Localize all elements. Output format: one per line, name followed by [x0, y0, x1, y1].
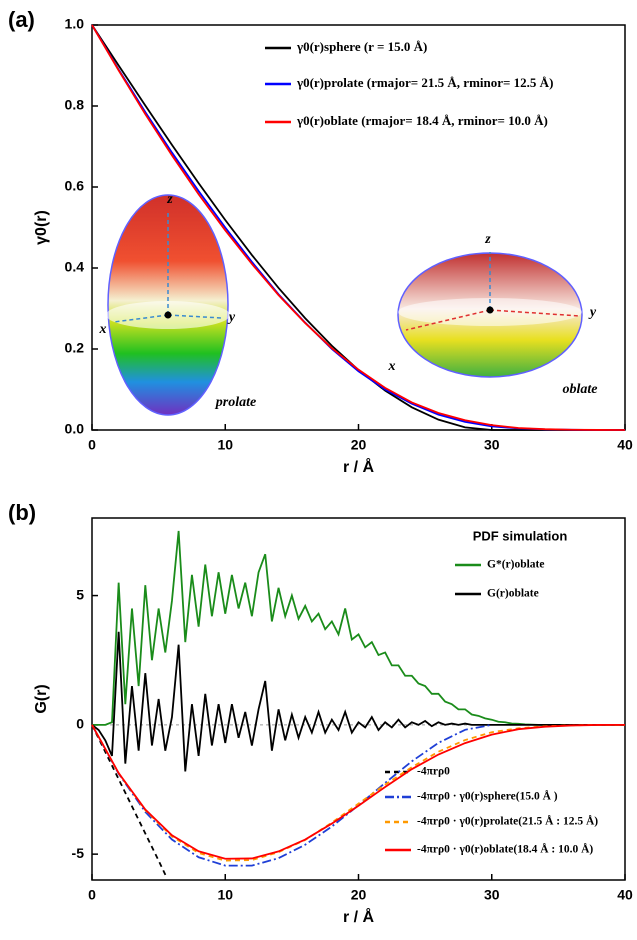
x-tick-label: 40	[617, 437, 633, 453]
annotation: oblate	[563, 382, 598, 397]
annotation: z	[484, 232, 491, 247]
y-tick-label: 0	[76, 716, 84, 732]
annotation: x	[388, 359, 396, 374]
y-tick-label: 1.0	[65, 16, 85, 32]
legend-label: γ0(r)sphere (r = 15.0 Å)	[296, 39, 427, 54]
legend-label: -4πrρ0 · γ0(r)prolate(21.5 Å : 12.5 Å)	[417, 814, 598, 828]
legend-label: -4πrρ0 · γ0(r)sphere(15.0 Å )	[417, 789, 558, 803]
x-tick-label: 30	[484, 437, 500, 453]
panel-label: (a)	[8, 7, 35, 32]
x-tick-label: 20	[351, 437, 367, 453]
series-line	[91, 631, 625, 772]
series-line	[91, 723, 626, 860]
x-tick-label: 30	[484, 887, 500, 903]
annotation: z	[166, 192, 173, 207]
legend-label: γ0(r)prolate (rmajor= 21.5 Å, rminor= 12…	[296, 75, 553, 90]
x-tick-label: 40	[617, 887, 633, 903]
y-tick-label: 0.4	[65, 259, 85, 275]
y-tick-label: -5	[72, 845, 85, 861]
legend-label: γ0(r)oblate (rmajor= 18.4 Å, rminor= 10.…	[296, 113, 548, 128]
series-line	[91, 724, 168, 878]
x-tick-label: 10	[217, 887, 233, 903]
series-line	[92, 530, 625, 726]
y-axis-label: γ0(r)	[33, 210, 50, 245]
series-line	[91, 24, 626, 431]
x-tick-label: 20	[351, 887, 367, 903]
oblate-inset	[397, 252, 583, 378]
y-tick-label: 0.0	[65, 421, 85, 437]
legend-title: PDF simulation	[473, 528, 568, 543]
y-tick-label: 0.6	[65, 178, 85, 194]
annotation: prolate	[215, 395, 256, 410]
y-axis-label: G(r)	[33, 684, 50, 713]
series-line	[91, 723, 492, 867]
x-axis-label: r / Å	[343, 907, 375, 926]
prolate-inset	[106, 194, 230, 416]
x-tick-label: 0	[88, 437, 96, 453]
y-tick-label: 0.2	[65, 340, 85, 356]
x-tick-label: 10	[217, 437, 233, 453]
legend-label: -4πrρ0 · γ0(r)oblate(18.4 Å : 10.0 Å)	[417, 842, 593, 856]
y-tick-label: 0.8	[65, 97, 85, 113]
x-tick-label: 0	[88, 887, 96, 903]
annotation: x	[99, 322, 107, 337]
x-axis-label: r / Å	[343, 457, 375, 476]
legend-label: G(r)oblate	[487, 588, 539, 600]
legend-label: G*(r)oblate	[487, 559, 544, 571]
panel-label: (b)	[8, 500, 36, 525]
y-tick-label: 5	[76, 586, 84, 602]
annotation: y	[588, 305, 597, 320]
annotation: y	[227, 310, 236, 325]
legend-label: -4πrρ0	[417, 766, 450, 778]
